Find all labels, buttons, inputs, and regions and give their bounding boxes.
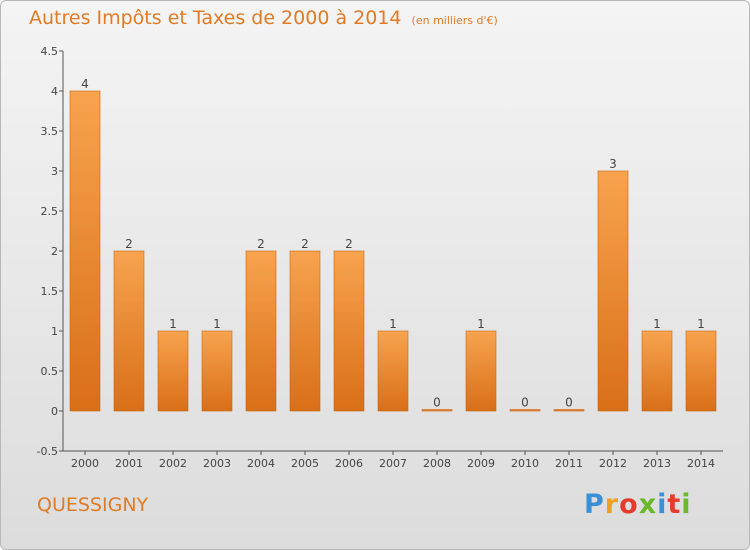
value-label: 0 [433, 396, 441, 410]
bar [465, 330, 497, 412]
x-tick-label: 2003 [203, 457, 231, 470]
bar [69, 90, 101, 412]
y-tick-label: 0 [51, 405, 58, 418]
chart-unit: (en milliers d'€) [411, 14, 498, 27]
x-tick-label: 2011 [555, 457, 583, 470]
logo-letter: t [667, 489, 682, 520]
x-tick-label: 2010 [511, 457, 539, 470]
value-label: 1 [697, 317, 705, 331]
bar [421, 409, 453, 412]
value-label: 4 [81, 77, 89, 91]
x-tick-label: 2000 [71, 457, 99, 470]
x-tick-label: 2005 [291, 457, 319, 470]
logo-letter: i [657, 489, 668, 520]
value-label: 2 [125, 237, 133, 251]
x-tick-label: 2008 [423, 457, 451, 470]
bar [157, 330, 189, 412]
bar [245, 250, 277, 412]
logo-letter: i [681, 489, 692, 520]
x-tick-label: 2002 [159, 457, 187, 470]
chart-value-labels: 4 2 1 1 2 2 2 1 0 1 0 0 3 1 1 [81, 77, 705, 410]
y-tick-label: 2.5 [41, 205, 59, 218]
bar [113, 250, 145, 412]
value-label: 1 [389, 317, 397, 331]
x-tick-label: 2006 [335, 457, 363, 470]
proxiti-logo: Proxiti [584, 489, 692, 520]
bar [333, 250, 365, 412]
x-tick-label: 2007 [379, 457, 407, 470]
x-tick-label: 2009 [467, 457, 495, 470]
y-tick-label: 4 [51, 85, 58, 98]
commune-name: QUESSIGNY [37, 494, 149, 516]
bar [685, 330, 717, 412]
logo-letter: r [604, 489, 620, 520]
y-tick-label: 1.5 [41, 285, 59, 298]
value-label: 2 [301, 237, 309, 251]
x-tick-label: 2014 [687, 457, 715, 470]
y-tick-label: 3.5 [41, 125, 59, 138]
y-tick-label: 2 [51, 245, 58, 258]
logo-letter: P [584, 489, 605, 520]
bar [597, 170, 629, 412]
x-tick-label: 2012 [599, 457, 627, 470]
value-label: 3 [609, 157, 617, 171]
bar [201, 330, 233, 412]
bar [289, 250, 321, 412]
chart-bars [69, 90, 717, 412]
y-tick-label: 3 [51, 165, 58, 178]
value-label: 2 [257, 237, 265, 251]
y-tick-label: 1 [51, 325, 58, 338]
value-label: 1 [213, 317, 221, 331]
value-label: 1 [653, 317, 661, 331]
y-tick-label: 4.5 [41, 45, 59, 58]
y-tick-label: 0.5 [41, 365, 59, 378]
value-label: 2 [345, 237, 353, 251]
chart-title: Autres Impôts et Taxes de 2000 à 2014 (e… [29, 7, 498, 29]
value-label: 1 [477, 317, 485, 331]
value-label: 0 [565, 396, 573, 410]
x-tick-label: 2001 [115, 457, 143, 470]
bar [377, 330, 409, 412]
chart-title-text: Autres Impôts et Taxes de 2000 à 2014 [29, 7, 402, 29]
bar [641, 330, 673, 412]
logo-letter: o [619, 489, 639, 520]
value-label: 1 [169, 317, 177, 331]
value-label: 0 [521, 396, 529, 410]
bar [553, 409, 585, 412]
x-tick-label: 2013 [643, 457, 671, 470]
logo-letter: x [638, 489, 658, 520]
y-tick-label: -0.5 [37, 445, 58, 458]
x-tick-label: 2004 [247, 457, 275, 470]
bar [509, 409, 541, 412]
